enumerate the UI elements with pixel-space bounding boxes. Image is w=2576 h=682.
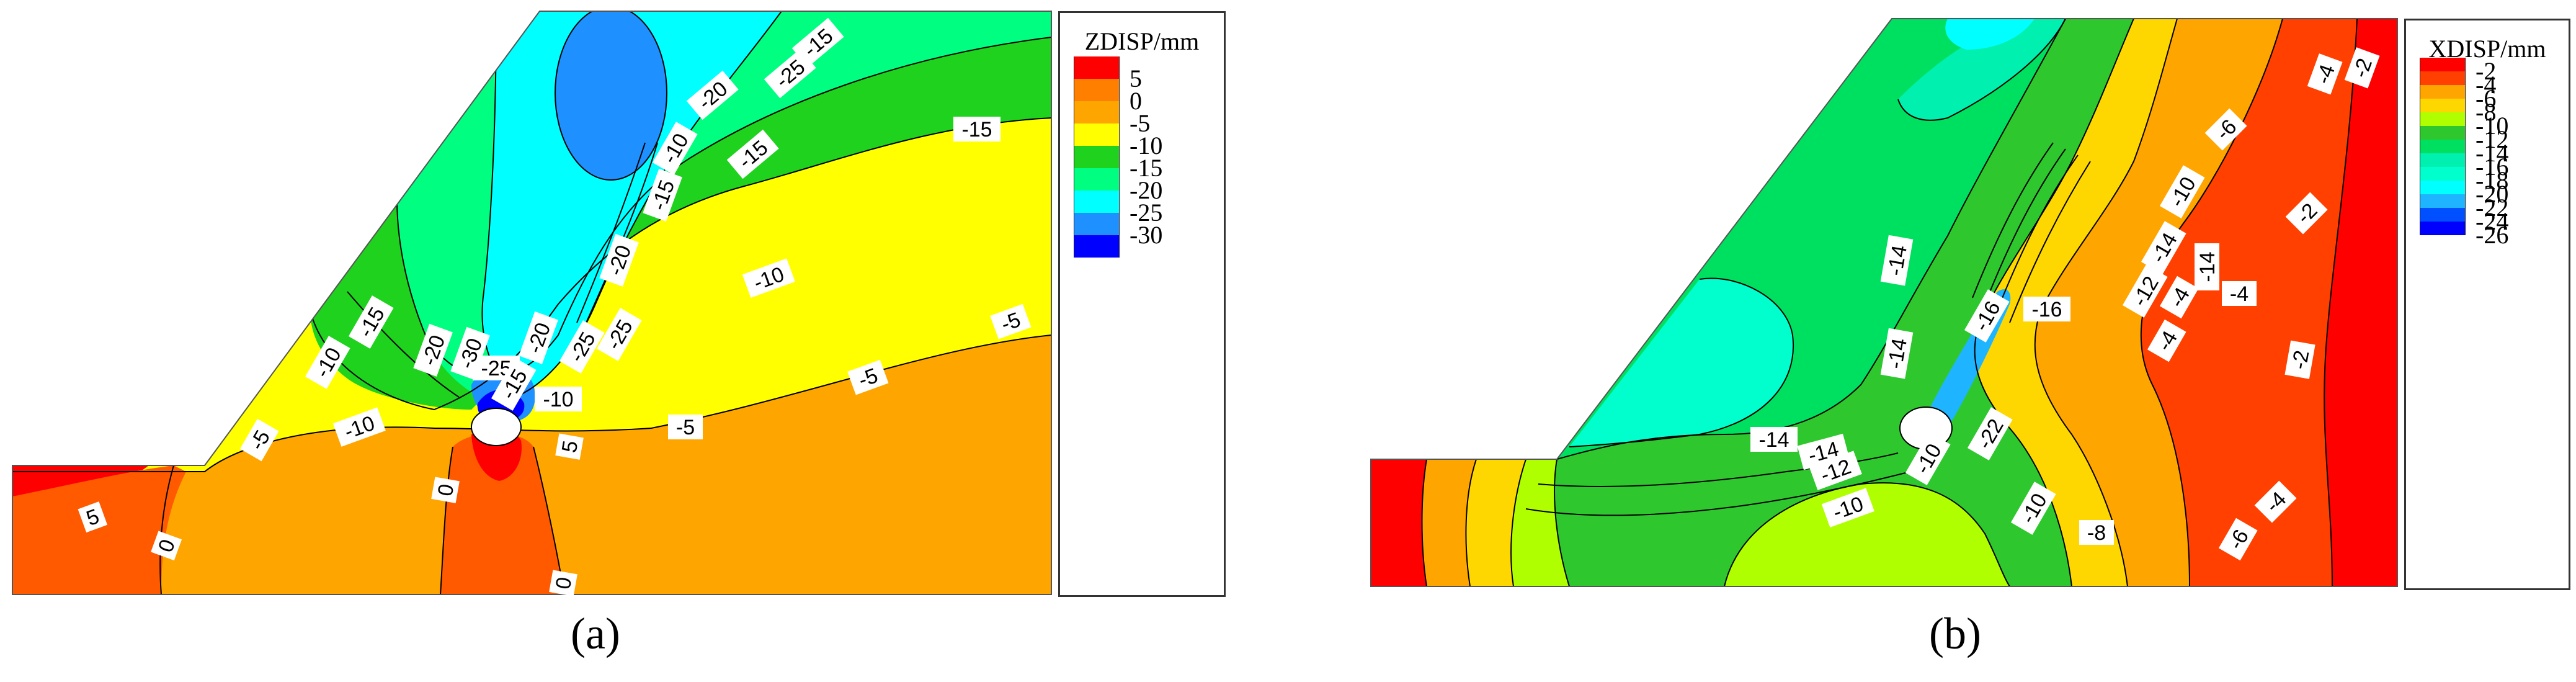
b-legend-tick: -24 [2476, 207, 2509, 235]
b-legend-tick: -18 [2476, 166, 2509, 194]
caption-b: (b) [1929, 609, 1981, 658]
b-legend-tick: -2 [2476, 57, 2497, 85]
b-legend-swatch [2420, 181, 2466, 194]
band-minus25-to-minus20-top [555, 11, 667, 180]
b-legend-swatch [2420, 194, 2466, 208]
tunnel-opening-a [471, 408, 522, 446]
band-minus18-to-minus16 [1569, 278, 1794, 447]
b-contour-label: -16 [2023, 297, 2070, 321]
caption-a: (a) [571, 609, 620, 658]
a-contour-label: 5 [555, 433, 584, 460]
a-legend-swatch [1074, 168, 1120, 191]
b-legend-swatch [2420, 167, 2466, 181]
a-contour-label: 0 [549, 570, 577, 596]
band-upper-teal [1898, 19, 2066, 120]
b-legend-tick: -14 [2476, 139, 2509, 167]
legend-a: ZDISP/mm 5 0 -5 -10 -15 -20 -25 -30 [1058, 11, 1226, 597]
a-legend-swatch [1074, 79, 1120, 101]
svg-text:-5: -5 [676, 416, 695, 439]
svg-text:-4: -4 [2230, 282, 2248, 306]
b-contour-label: -14 [1797, 433, 1850, 470]
a-contour-label: 5 [78, 501, 108, 533]
legend-b: XDISP/mm -2 -4 -6 -8 -10 -12 -14 -16 -18 -20 -22 -2… [2404, 19, 2570, 590]
svg-text:-14: -14 [1883, 243, 1912, 277]
b-legend-tick: -12 [2476, 125, 2509, 153]
b-legend-swatch [2420, 99, 2466, 112]
a-legend-swatch [1074, 191, 1120, 213]
a-legend-tick: -15 [1130, 154, 1163, 182]
b-legend-tick: -20 [2476, 180, 2509, 208]
b-contour-label: -14 [1880, 235, 1914, 286]
a-legend-tick: -20 [1130, 176, 1163, 204]
svg-text:-16: -16 [2031, 298, 2062, 321]
svg-text:-15: -15 [961, 118, 992, 141]
a-contour-label: -10 [652, 122, 698, 175]
b-legend-swatch [2420, 153, 2466, 167]
b-contour-label: -4 [2222, 281, 2257, 306]
band-left-lime [1511, 459, 1569, 586]
a-legend-swatch [1074, 146, 1120, 168]
band-above-minus2 [2324, 19, 2397, 586]
svg-text:-14: -14 [1883, 336, 1912, 370]
a-legend-swatch [1074, 123, 1120, 146]
b-legend-tick: -4 [2476, 71, 2497, 99]
b-legend-tick: -6 [2476, 84, 2497, 112]
contour-plot-b: -14-14 -14-14-16 -16-22-12-10-14-4-4-6-4-2… [1370, 18, 2398, 587]
b-legend-tick: -8 [2476, 98, 2497, 126]
contour-lines-a [12, 11, 1051, 595]
b-legend-tick: -16 [2476, 153, 2509, 181]
b-legend-tick: -26 [2476, 221, 2509, 249]
band-upper-cyan [1945, 19, 2035, 50]
a-contour-label: -10 [535, 387, 582, 411]
a-contour-label: 0 [151, 531, 182, 561]
a-legend-swatch [1074, 101, 1120, 123]
a-contour-label: -15 [953, 117, 1001, 141]
b-legend-swatch [2420, 126, 2466, 140]
a-legend-swatch [1074, 213, 1120, 235]
b-legend-tick: -22 [2476, 194, 2509, 222]
a-legend-tick: -5 [1130, 109, 1151, 137]
band-left-orange [1422, 459, 1476, 586]
a-contour-label: -20 [519, 311, 558, 364]
contour-plot-a: 50-5-10-15-20 -25-30 -25-20-15-10 -15-20-25… [12, 11, 1052, 596]
contour-labels-b: -14-14 -14-14-16 -16-22-12-10-14-4-4-6-4-2… [1750, 47, 2380, 561]
svg-text:-2: -2 [2288, 349, 2314, 371]
band-left-red [1371, 459, 1427, 586]
b-legend-swatch [2420, 208, 2466, 222]
a-legend-tick: -10 [1130, 132, 1163, 159]
a-legend-swatch [1074, 56, 1120, 79]
svg-text:-10: -10 [543, 388, 573, 411]
b-contour-label: -2 [2284, 340, 2315, 379]
b-contour-label: -14 [2195, 243, 2219, 290]
a-contour-label: 0 [431, 477, 460, 503]
b-legend-swatch [2420, 58, 2466, 71]
band-5-center [440, 433, 564, 595]
a-legend-swatch [1074, 235, 1120, 258]
b-legend-tick: -10 [2476, 112, 2509, 140]
band-5-left [12, 465, 186, 595]
panel-b: -14 -14 -14 -14 -16 -16 -22 -12 -10 -14 -4 -4 -6 -4 -2… [1352, 0, 2576, 682]
b-contour-label: -14 [1750, 427, 1798, 452]
b-legend-swatch [2420, 140, 2466, 153]
contour-fill-a [12, 11, 1051, 595]
a-contour-label: -5 [668, 415, 703, 439]
a-legend-tick: 0 [1130, 87, 1142, 115]
panel-a: 5 0 -5 -10 -15 -20 -25 -30 -25 -20 -15 -10 -15 -20 -25… [0, 0, 1241, 682]
b-contour-label: -14 [1880, 328, 1914, 379]
a-legend-tick: -30 [1130, 221, 1163, 249]
b-legend-swatch [2420, 85, 2466, 99]
b-legend-swatch [2420, 71, 2466, 85]
svg-text:-14: -14 [2196, 251, 2219, 282]
svg-text:-14: -14 [1758, 428, 1789, 452]
svg-text:-8: -8 [2087, 521, 2106, 545]
b-legend-swatch [2420, 222, 2466, 235]
b-contour-label: -8 [2079, 520, 2114, 545]
legend-title-a: ZDISP/mm [1084, 27, 1200, 55]
a-legend-tick: -25 [1130, 199, 1163, 227]
band-minus10-to-minus8 [1724, 483, 2010, 586]
b-legend-swatch [2420, 112, 2466, 126]
a-legend-tick: 5 [1130, 65, 1142, 92]
